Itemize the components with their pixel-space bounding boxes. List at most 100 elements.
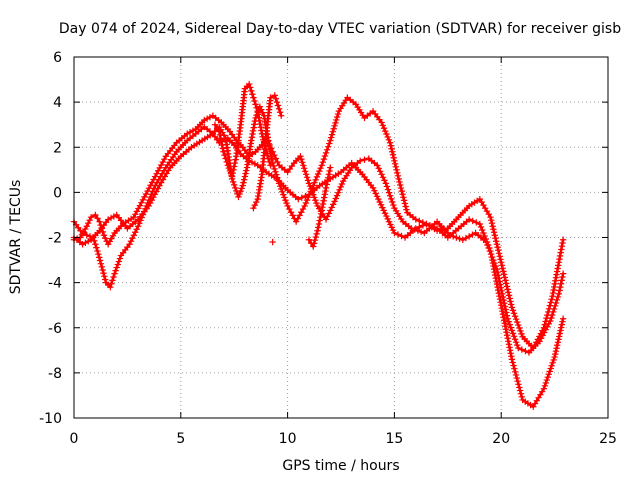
data-point: [315, 220, 323, 228]
data-point: [254, 107, 261, 115]
data-point: [559, 239, 566, 247]
data-point: [279, 188, 286, 196]
data-point: [540, 385, 548, 392]
data-point: [299, 159, 306, 166]
data-point: [267, 146, 274, 154]
data-point: [243, 167, 250, 174]
data-point: [266, 143, 273, 151]
data-point: [507, 298, 514, 305]
data-point: [272, 95, 280, 102]
data-point: [382, 127, 389, 135]
data-point: [493, 241, 501, 248]
data-point: [495, 250, 503, 257]
data-point: [488, 217, 495, 224]
data-point: [486, 247, 494, 255]
data-point: [385, 136, 393, 144]
data-point: [313, 230, 320, 238]
data-point: [498, 287, 505, 295]
data-point: [252, 101, 259, 108]
data-point: [251, 121, 258, 128]
data-point: [332, 119, 339, 127]
data-point: [479, 226, 486, 234]
data-point: [511, 336, 519, 343]
data-point: [130, 213, 138, 221]
data-point: [133, 208, 141, 215]
data-point: [389, 148, 396, 155]
data-point: [110, 273, 117, 281]
data-point: [235, 193, 242, 201]
data-point: [517, 390, 525, 397]
data-point: [387, 195, 395, 203]
data-point: [324, 143, 332, 150]
data-point: [101, 273, 108, 280]
data-point: [383, 130, 390, 138]
data-point: [303, 196, 311, 204]
data-point: [403, 206, 410, 213]
data-point: [557, 283, 564, 291]
data-point: [556, 287, 563, 294]
data-point: [558, 321, 566, 328]
data-point: [248, 159, 256, 166]
data-point: [248, 134, 256, 141]
data-point: [361, 156, 368, 163]
data-point: [510, 333, 518, 340]
data-point: [490, 226, 497, 233]
data-point: [449, 233, 457, 240]
data-point: [251, 160, 259, 167]
data-point: [253, 198, 260, 206]
data-point: [515, 321, 522, 329]
data-point: [546, 368, 553, 375]
data-point: [139, 196, 147, 203]
data-point: [136, 220, 143, 227]
data-point: [480, 229, 487, 237]
data-point: [376, 168, 384, 175]
data-point: [433, 227, 441, 234]
data-point: [511, 313, 519, 320]
data-point: [497, 281, 504, 288]
y-axis-label: SDTVAR / TECUs: [8, 180, 24, 295]
data-point: [504, 315, 511, 322]
data-point: [338, 180, 346, 188]
data-point: [514, 341, 521, 349]
data-point: [316, 167, 323, 175]
data-point: [249, 130, 256, 138]
data-point: [86, 217, 93, 224]
data-point: [107, 283, 114, 291]
data-point: [271, 165, 278, 173]
data-point: [333, 113, 341, 121]
data-point: [313, 173, 321, 181]
y-tick-label: -6: [48, 321, 62, 337]
data-point: [329, 201, 337, 208]
data-point: [274, 102, 282, 109]
data-point: [94, 215, 101, 222]
data-point: [541, 321, 548, 328]
data-point: [543, 376, 551, 384]
data-point: [242, 170, 249, 177]
data-point: [240, 176, 248, 183]
data-point: [303, 174, 311, 181]
data-point: [222, 155, 229, 162]
data-point: [100, 232, 108, 239]
data-point: [531, 341, 538, 349]
data-point: [494, 268, 501, 276]
data-point: [232, 184, 239, 192]
data-point: [333, 192, 341, 199]
data-point: [516, 324, 523, 332]
data-point: [213, 124, 221, 132]
data-point: [547, 299, 554, 306]
data-point: [273, 171, 280, 178]
data-point: [218, 138, 225, 145]
data-point: [224, 162, 231, 169]
data-point: [277, 112, 285, 119]
data-point: [109, 277, 116, 284]
data-point: [497, 284, 505, 291]
data-point: [394, 169, 401, 177]
data-point: [412, 216, 419, 223]
data-point: [184, 130, 191, 137]
data-point: [319, 200, 327, 208]
x-axis-label: GPS time / hours: [282, 458, 399, 474]
data-point: [251, 97, 258, 105]
data-point: [240, 179, 247, 186]
data-point: [495, 275, 503, 282]
data-point: [386, 139, 394, 146]
